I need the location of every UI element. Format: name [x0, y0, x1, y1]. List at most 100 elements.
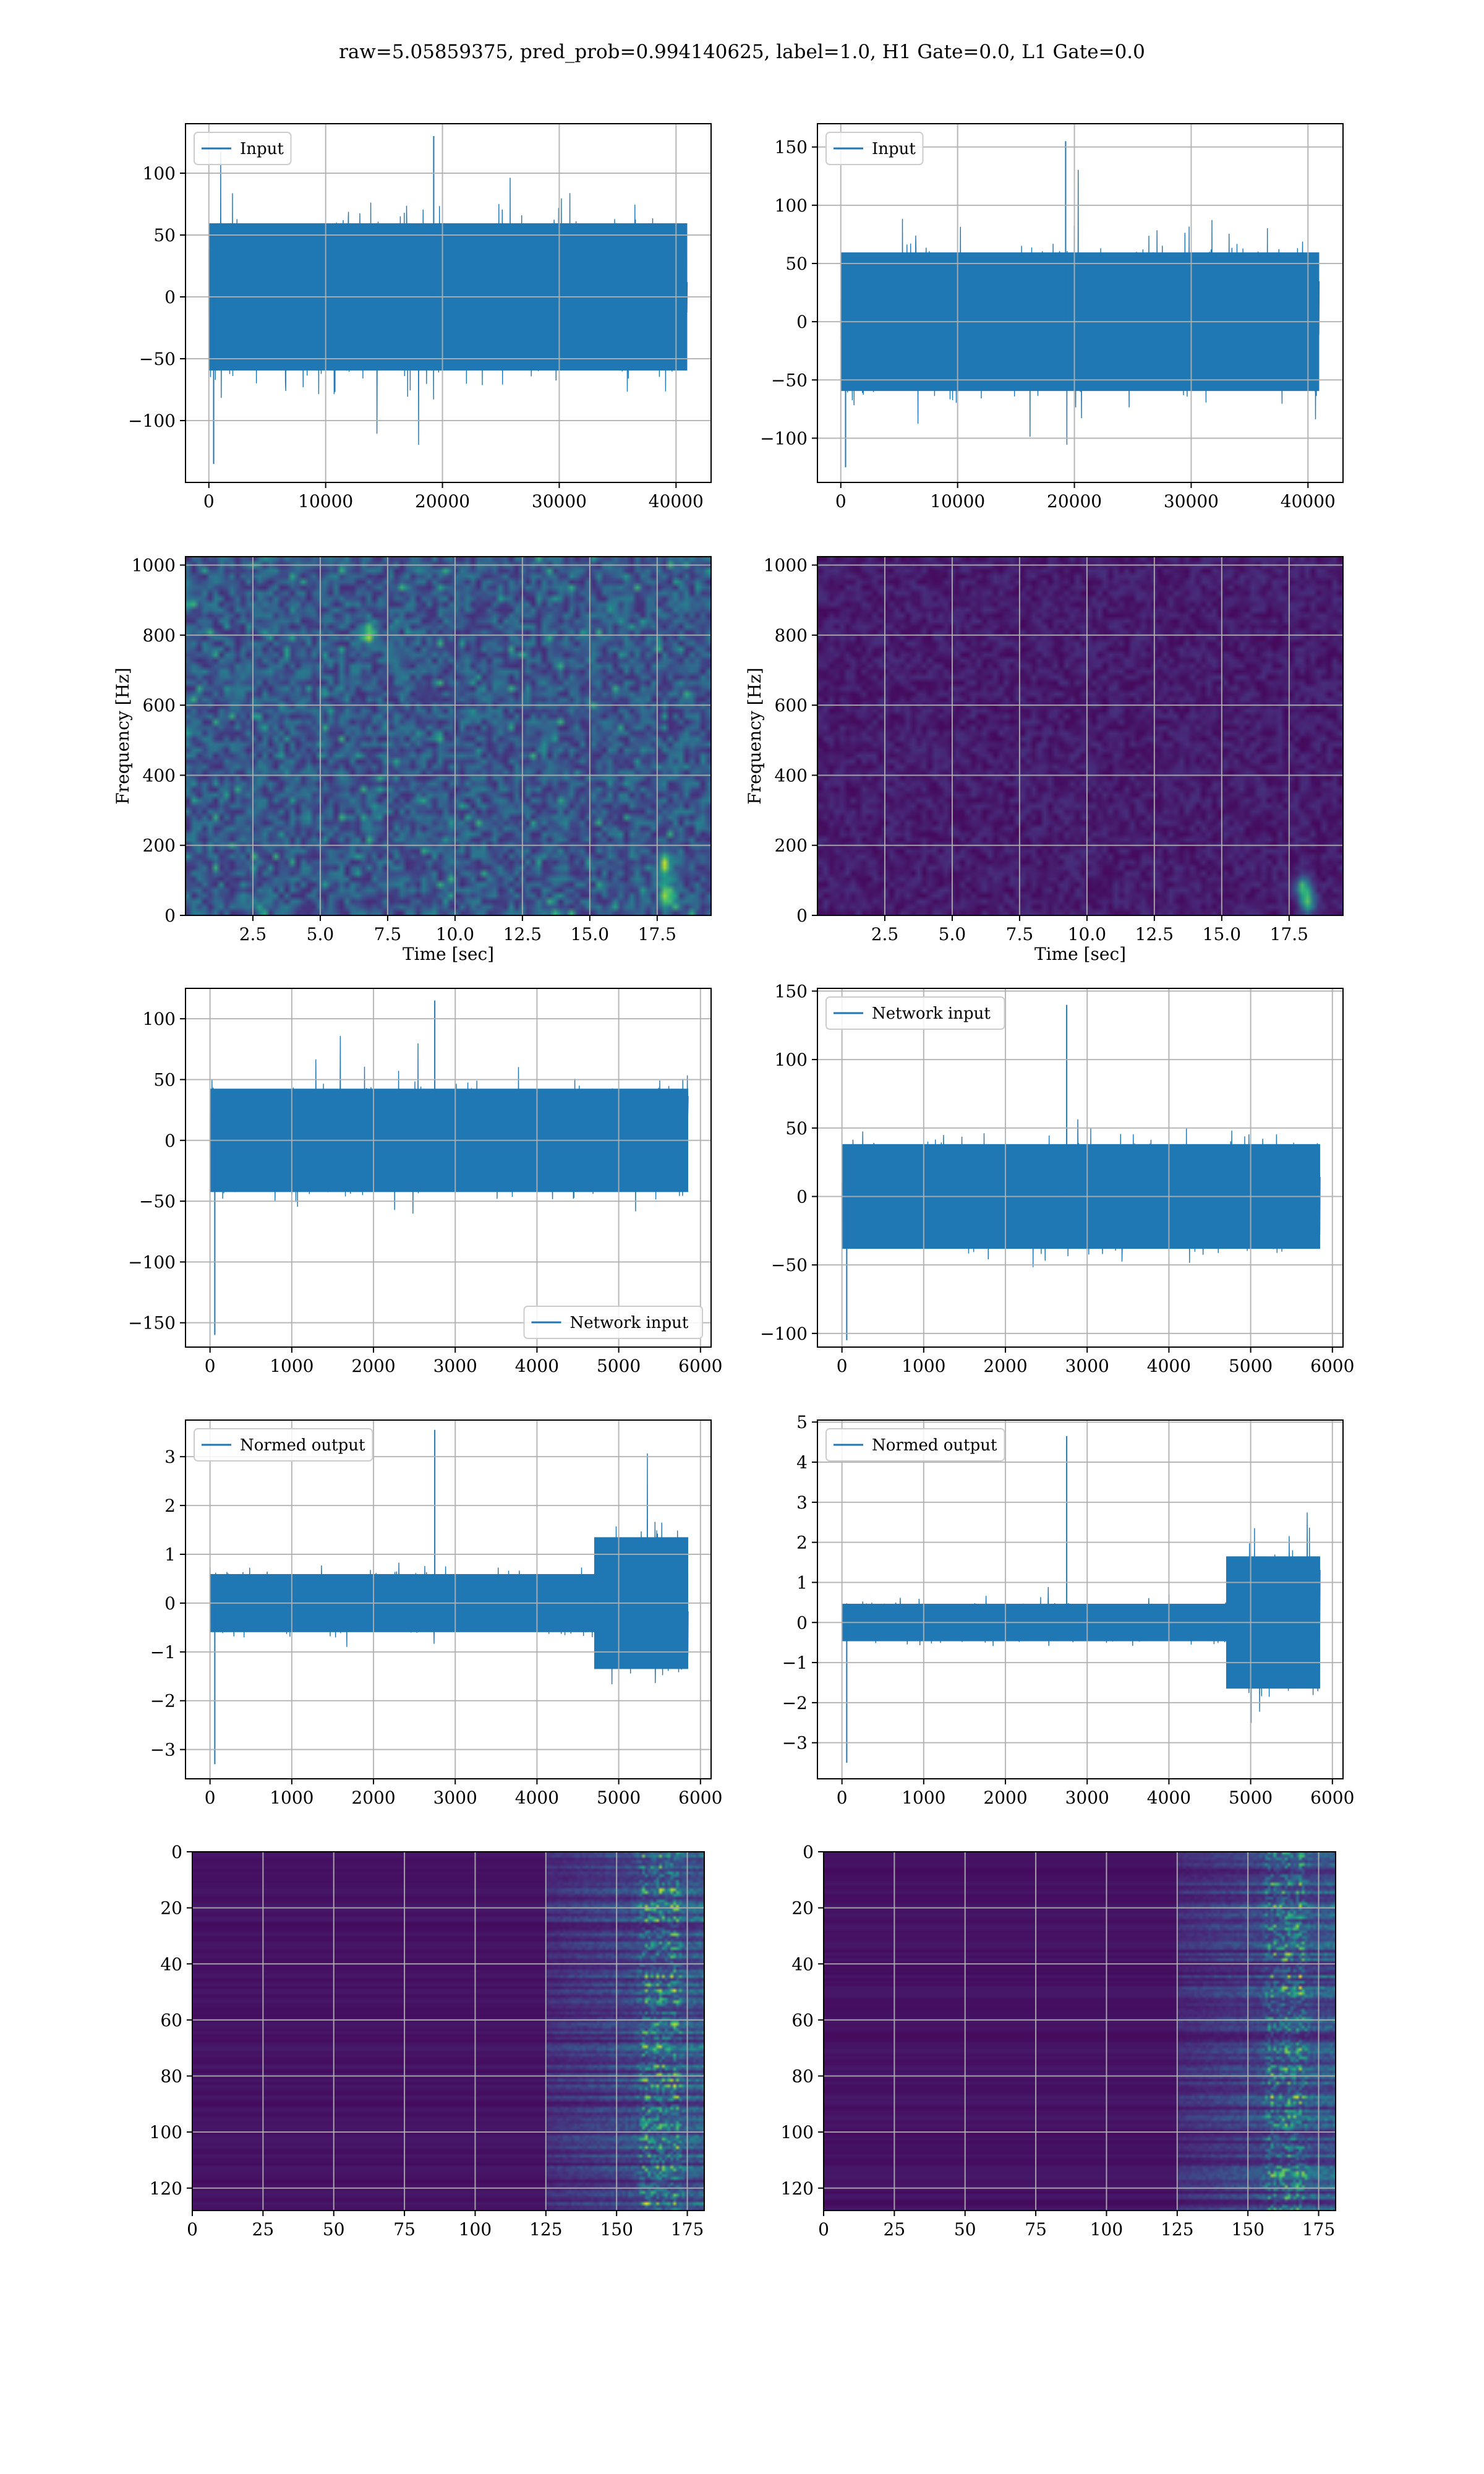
- x-tick-label: 6000: [678, 1356, 722, 1376]
- y-tick-label: 2: [164, 1496, 176, 1516]
- x-tick-label: 3000: [433, 1787, 477, 1808]
- axes-frame: [817, 988, 1344, 1348]
- y-tick-label: 0: [803, 1842, 814, 1862]
- y-tick-label: 800: [775, 625, 808, 646]
- x-tick-label: 100: [459, 2219, 492, 2240]
- x-tick-label: 10000: [930, 491, 985, 511]
- y-tick-label: −50: [771, 370, 808, 390]
- x-tick-label: 7.5: [374, 924, 402, 944]
- y-tick-label: 2: [796, 1533, 808, 1553]
- x-tick-label: 50: [323, 2219, 345, 2240]
- axes-input-l1: 0 10000 20000 30000 40000 −100 −50 0 50 100 150 Inp…: [760, 123, 1344, 511]
- x-tick-label: 0: [203, 491, 215, 511]
- x-tick-label: 20000: [415, 491, 470, 511]
- x-tick-label: 2.5: [239, 924, 267, 944]
- y-tick-label: 50: [785, 1118, 808, 1139]
- axes-input-h1: 0 10000 20000 30000 40000 −100 −50 0 50 100 Input: [128, 123, 712, 511]
- y-tick-label: −3: [782, 1733, 808, 1753]
- axes-frame: [817, 123, 1344, 483]
- spectrogram-image: [186, 557, 711, 915]
- y-tick-label: 0: [796, 1612, 808, 1633]
- x-tick-label: 5000: [1229, 1787, 1273, 1808]
- x-tick-label: 3000: [1065, 1787, 1109, 1808]
- y-tick-label: 50: [153, 225, 176, 246]
- axes-spectrogram-l1: 2.5 5.0 7.5 10.0 12.5 15.0 17.5 0 200 400 600 800 10…: [744, 555, 1344, 964]
- y-tick-label: 0: [164, 905, 176, 926]
- axes-frame: [185, 556, 712, 916]
- legend: Network input: [825, 996, 1005, 1030]
- y-tick-label: 100: [775, 195, 808, 216]
- y-tick-label: 60: [791, 2010, 814, 2031]
- y-tick-label: 80: [791, 2066, 814, 2087]
- x-tick-label: 125: [1161, 2219, 1193, 2240]
- legend-box: [523, 1306, 703, 1339]
- y-tick-label: 40: [160, 1954, 182, 1974]
- legend: Input: [194, 132, 292, 165]
- x-axis-label: Time [sec]: [1034, 944, 1126, 964]
- x-tick-label: 0: [835, 491, 846, 511]
- legend-label: Network input: [872, 1004, 991, 1023]
- y-tick-label: 100: [781, 2122, 814, 2142]
- y-tick-label: 0: [164, 1593, 176, 1614]
- x-tick-label: 10.0: [436, 924, 474, 944]
- x-tick-label: 75: [393, 2219, 416, 2240]
- x-tick-label: 175: [671, 2219, 704, 2240]
- x-tick-label: 2000: [983, 1356, 1027, 1376]
- legend-box: [194, 132, 292, 165]
- x-tick-label: 12.5: [1135, 924, 1174, 944]
- x-tick-label: 3000: [1065, 1356, 1109, 1376]
- y-tick-label: 60: [160, 2010, 182, 2031]
- axes-normed-output-l1: 0 1000 2000 3000 4000 5000 6000 −3 −2 −1 0 1 2 3 4 5 Nor…: [782, 1412, 1355, 1808]
- axes-network-input-h1: 0 1000 2000 3000 4000 5000 6000 −150 −100 −50 0 50 1…: [128, 988, 722, 1376]
- y-tick-label: 80: [160, 2066, 182, 2087]
- y-tick-label: −150: [128, 1313, 176, 1333]
- x-tick-label: 75: [1025, 2219, 1047, 2240]
- legend-box: [825, 1428, 1005, 1462]
- x-tick-label: 17.5: [638, 924, 676, 944]
- y-tick-label: 400: [775, 765, 808, 785]
- x-tick-label: 1000: [902, 1356, 945, 1376]
- y-axis-label: Frequency [Hz]: [113, 667, 133, 804]
- y-tick-label: 3: [796, 1492, 808, 1513]
- x-tick-label: 50: [954, 2219, 976, 2240]
- axes-frame: [192, 1851, 705, 2211]
- y-tick-label: 0: [164, 1131, 176, 1151]
- x-tick-label: 5000: [597, 1356, 641, 1376]
- x-tick-label: 12.5: [503, 924, 542, 944]
- x-tick-label: 2000: [983, 1787, 1027, 1808]
- y-tick-label: 50: [785, 254, 808, 274]
- y-tick-label: 150: [775, 981, 808, 1001]
- legend: Normed output: [825, 1428, 1005, 1462]
- legend-box: [825, 132, 924, 165]
- x-tick-label: 30000: [1164, 491, 1219, 511]
- x-tick-label: 5.0: [939, 924, 966, 944]
- y-tick-label: 5: [796, 1412, 808, 1432]
- y-tick-label: 200: [775, 836, 808, 856]
- axes-frame: [185, 1419, 712, 1779]
- y-tick-label: −3: [150, 1740, 176, 1760]
- axes-normed-output-h1: 0 1000 2000 3000 4000 5000 6000 −3 −2 −1 0 1 2 3 Norme…: [150, 1419, 722, 1808]
- x-tick-label: 175: [1302, 2219, 1335, 2240]
- legend-label: Normed output: [872, 1436, 997, 1455]
- legend-label: Input: [240, 140, 284, 158]
- y-tick-label: −2: [782, 1693, 808, 1713]
- x-tick-label: 0: [187, 2219, 198, 2240]
- x-tick-label: 4000: [1147, 1356, 1191, 1376]
- y-tick-label: 20: [160, 1898, 182, 1919]
- x-tick-label: 6000: [1310, 1787, 1354, 1808]
- legend: Network input: [523, 1306, 703, 1339]
- y-tick-label: 400: [143, 765, 176, 785]
- y-tick-label: −1: [150, 1642, 176, 1663]
- y-tick-label: 40: [791, 1954, 814, 1974]
- x-tick-label: 5.0: [307, 924, 335, 944]
- y-tick-label: −1: [782, 1653, 808, 1673]
- x-tick-label: 40000: [649, 491, 704, 511]
- x-tick-label: 2000: [351, 1356, 395, 1376]
- x-tick-label: 0: [205, 1787, 216, 1808]
- axes-spectrogram-h1: 2.5 5.0 7.5 10.0 12.5 15.0 17.5 0 200 400 600 800 10…: [113, 555, 712, 964]
- x-tick-label: 15.0: [571, 924, 609, 944]
- y-tick-label: 1: [164, 1544, 176, 1565]
- y-tick-label: 50: [153, 1069, 176, 1090]
- feature-map-image: [824, 1852, 1336, 2211]
- legend: Input: [825, 132, 924, 165]
